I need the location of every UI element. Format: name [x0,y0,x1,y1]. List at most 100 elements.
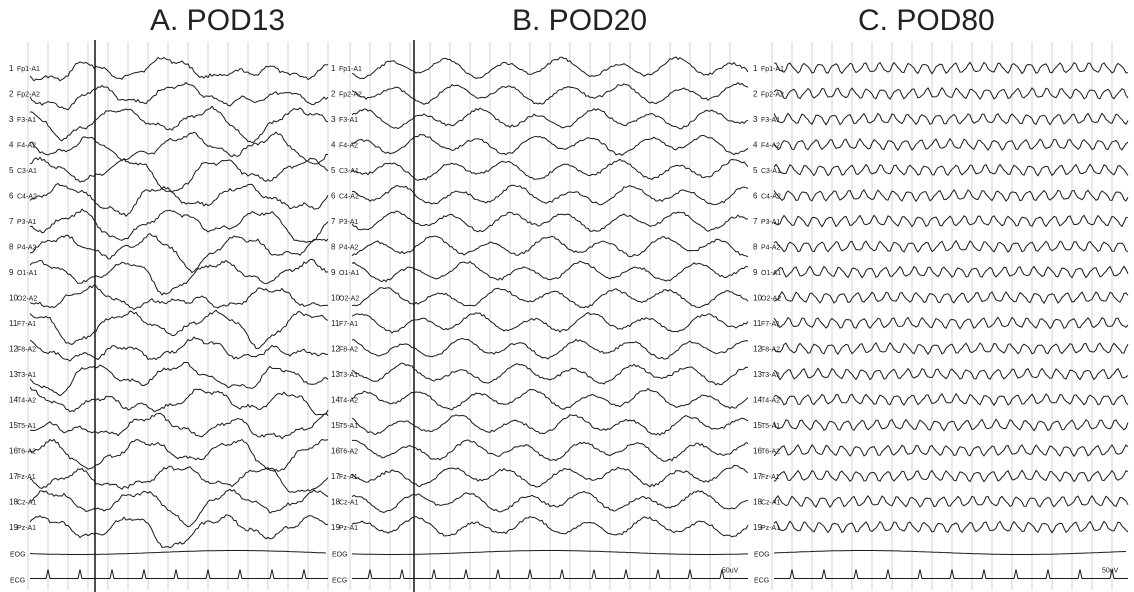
eeg-trace [351,210,749,233]
eeg-trace [351,489,749,514]
eeg-trace [773,367,1129,381]
eeg-trace [29,56,329,82]
eeg-trace [351,362,749,386]
channel-number: 4 [9,141,14,150]
channel-label: Cz-A1 [17,500,37,507]
channel-label: Pz-A1 [17,525,36,532]
channel-label: C4-A2 [339,194,359,201]
channel-label: T6-A2 [17,449,36,456]
channel-number: 16 [753,447,762,456]
channel-label: Cz-A1 [339,500,359,507]
eeg-trace [29,156,329,193]
eeg-trace [773,61,1129,75]
channel-number: 10 [753,294,762,303]
eeg-trace [773,469,1129,483]
eeg-trace [351,184,749,206]
channel-label: P3-A1 [339,219,359,226]
eeg-trace [351,133,749,157]
ecg-trace [774,569,1128,579]
channel-label: C3-A1 [339,168,359,175]
eeg-trace [773,520,1129,534]
eeg-trace [773,137,1129,151]
channel-label: T4-A2 [17,398,36,405]
channel-label: T5-A1 [17,423,36,430]
channel-label: Cz-A1 [761,500,781,507]
eeg-trace [773,418,1129,432]
eeg-trace [773,214,1129,228]
channel-label: Fp2-A2 [339,92,362,99]
channel-number: 15 [753,421,762,430]
eeg-trace [29,258,329,296]
eeg-trace [30,105,329,144]
channel-label: F8-A2 [339,347,358,354]
channel-label: F4-A2 [17,143,36,150]
eeg-trace [773,444,1129,458]
channel-label: C3-A1 [17,168,37,175]
channel-label: F7-A1 [761,321,780,328]
panel-a-title: A. POD13 [150,4,286,37]
channel-number: 2 [331,90,336,99]
eeg-trace [29,488,329,528]
channel-number: 13 [331,370,340,379]
channel-number: 12 [753,345,762,354]
panel-c-title: C. POD80 [858,4,995,37]
channel-label: O1-A1 [761,270,781,277]
ecg-trace [30,569,328,579]
channel-label: Fp1-A1 [17,66,40,73]
eeg-trace [29,182,329,217]
channel-label: O2-A2 [17,296,37,303]
eeg-trace [351,311,749,334]
channel-number: 14 [9,396,18,405]
channel-label: T4-A2 [339,398,358,405]
channel-number: 9 [753,268,758,277]
eeg-trace [29,81,329,111]
eeg-trace [29,438,329,472]
eeg-panel-c: 1 Fp1-A12 Fp2-A23 F3-A14 F4-A25 C3-A16 C4-A27 P… [753,42,1129,590]
eog-trace [351,550,749,555]
channel-number: 9 [9,268,14,277]
panel-b-title: B. POD20 [512,4,648,37]
channel-label: F8-A2 [761,347,780,354]
channel-number: 1 [753,64,758,73]
eeg-trace [351,82,749,105]
channel-number: 19 [753,523,762,532]
eeg-trace [351,337,749,360]
channel-label: C4-A2 [17,194,37,201]
channel-label: P4-A2 [339,245,359,252]
eeg-panel-b: 1 Fp1-A12 Fp2-A23 F3-A14 F4-A25 C3-A16 C4-A27 P… [331,40,749,592]
eeg-trace [351,287,749,309]
eeg-trace [351,414,749,437]
eeg-trace [773,239,1129,253]
channel-label: Pz-A1 [761,525,780,532]
channel-label: EOG [754,552,770,559]
channel-number: 3 [753,115,758,124]
eeg-trace [29,336,329,362]
eog-trace [773,550,1127,555]
eeg-trace [351,107,749,130]
channel-number: 14 [331,396,340,405]
channel-label: T6-A2 [761,449,780,456]
channel-label: C4-A2 [761,194,781,201]
channel-label: Pz-A1 [339,525,358,532]
channel-number: 17 [331,472,340,481]
channel-label: Fp2-A2 [17,92,40,99]
channel-number: 18 [9,498,18,507]
channel-label: T6-A2 [339,449,358,456]
channel-number: 6 [331,192,336,201]
channel-number: 5 [753,166,758,175]
channel-label: P3-A1 [17,219,37,226]
channel-label: Fz-A1 [761,474,780,481]
channel-number: 4 [331,141,336,150]
eeg-trace [29,412,329,440]
eeg-figure: 1 Fp1-A12 Fp2-A23 F3-A14 F4-A25 C3-A16 C4-A27 P… [9,40,1129,592]
channel-number: 8 [9,243,14,252]
channel-number: 11 [753,319,762,328]
channel-label: O1-A1 [17,270,37,277]
channel-label: Fp2-A2 [761,92,784,99]
channel-number: 7 [331,217,336,226]
channel-number: 10 [331,294,340,303]
channel-label: ECG [10,578,25,585]
channel-number: 18 [331,498,340,507]
eeg-trace [29,361,329,397]
channel-label: F8-A2 [17,347,36,354]
